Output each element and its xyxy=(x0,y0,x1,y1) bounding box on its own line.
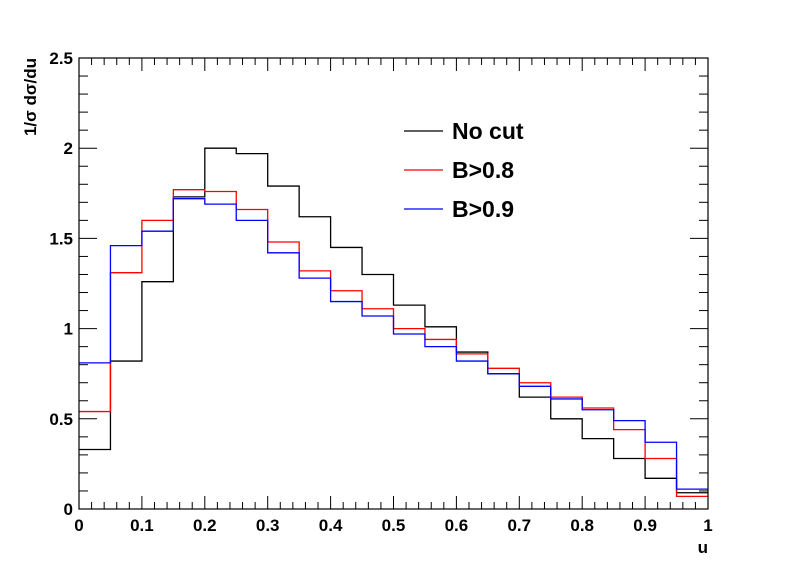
y-tick-label: 2 xyxy=(64,139,73,158)
y-tick-label: 2.5 xyxy=(49,49,73,68)
axis-layer: 0 0.1 0.2 0.3 0.4 0.5 0.6 0.7 0.8 0.9 1 0 0.5 1 1.5 2 2.… xyxy=(49,49,712,535)
x-tick-label: 1 xyxy=(703,516,712,535)
legend-label-3: B>0.9 xyxy=(452,196,514,222)
x-tick-label: 0.2 xyxy=(193,516,217,535)
legend-label-1: No cut xyxy=(452,118,524,144)
y-tick-label: 0.5 xyxy=(49,410,73,429)
series-line-1 xyxy=(79,147,708,494)
x-tick-label: 0.7 xyxy=(507,516,531,535)
x-tick-label: 0.5 xyxy=(382,516,406,535)
x-tick-label: 0.9 xyxy=(633,516,657,535)
y-tick-label: 1.5 xyxy=(49,229,73,248)
legend-label-2: B>0.8 xyxy=(452,157,514,183)
x-tick-label: 0.4 xyxy=(319,516,343,535)
x-tick-label: 0 xyxy=(74,516,83,535)
y-tick-label: 0 xyxy=(64,500,73,519)
x-tick-label: 0.3 xyxy=(256,516,280,535)
x-tick-label: 0.6 xyxy=(445,516,469,535)
series-line-3 xyxy=(79,198,708,490)
x-axis-title: u xyxy=(698,538,708,557)
series-layer xyxy=(79,147,708,498)
y-tick-label: 1 xyxy=(64,320,73,339)
legend: No cut B>0.8 B>0.9 xyxy=(404,118,524,222)
x-tick-label: 0.1 xyxy=(130,516,154,535)
y-axis-title: 1/σ dσ/du xyxy=(21,58,40,136)
x-tick-label: 0.8 xyxy=(570,516,594,535)
